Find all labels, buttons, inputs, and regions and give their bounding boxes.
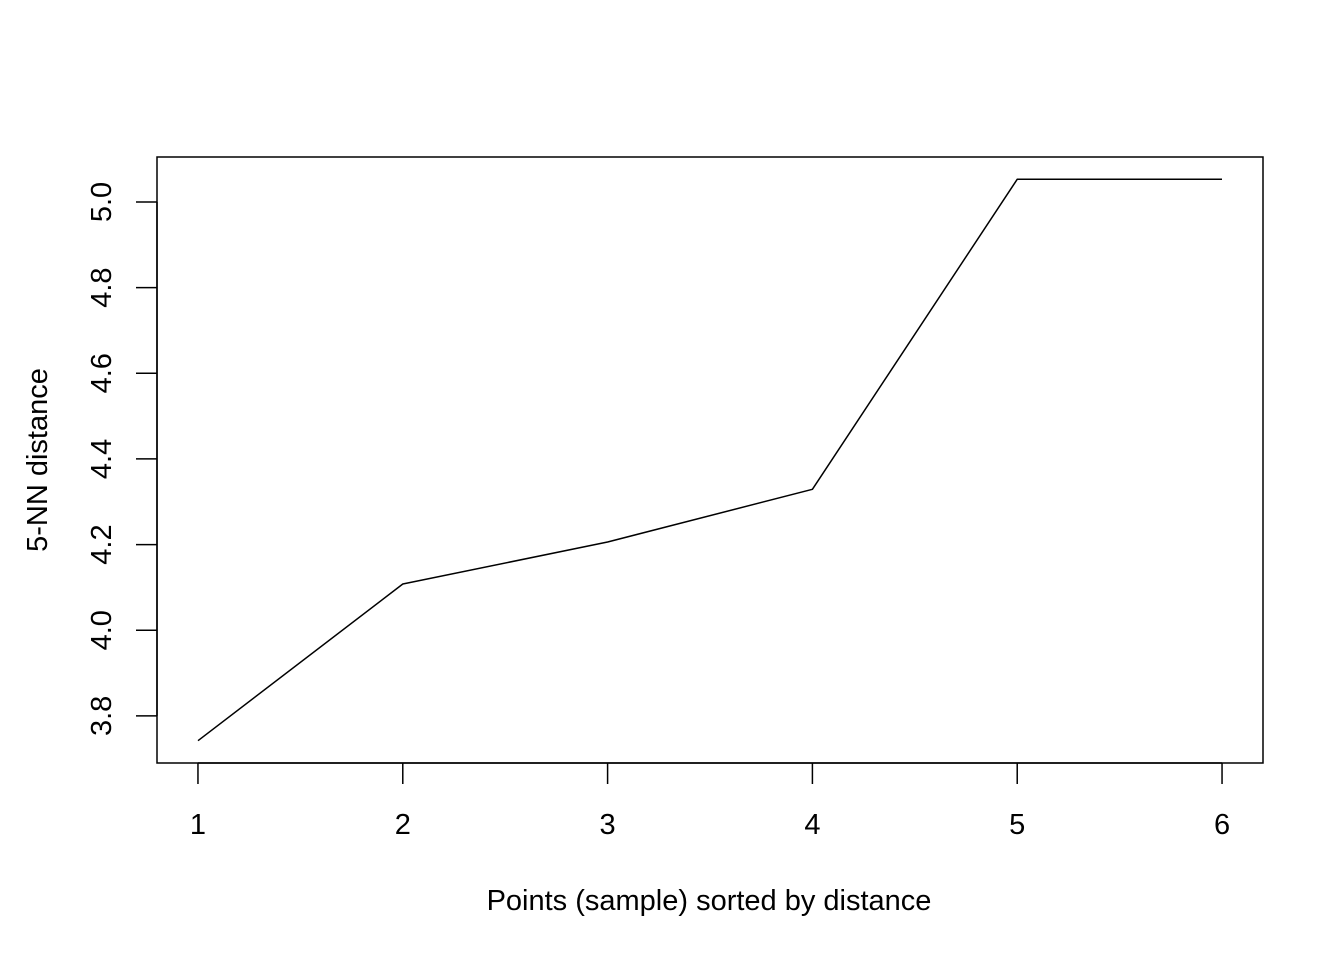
y-tick-label: 4.0 bbox=[86, 610, 118, 650]
y-tick-label: 4.4 bbox=[86, 439, 118, 479]
y-tick-label: 5.0 bbox=[86, 182, 118, 222]
y-tick-label: 4.2 bbox=[86, 524, 118, 564]
y-axis-title: 5-NN distance bbox=[22, 368, 54, 552]
x-tick-label: 3 bbox=[600, 809, 616, 841]
y-tick-label: 4.6 bbox=[86, 353, 118, 393]
data-series-line bbox=[197, 178, 1222, 742]
y-tick-label: 3.8 bbox=[86, 696, 118, 736]
plot-frame bbox=[156, 156, 1264, 764]
x-tick-label: 4 bbox=[804, 809, 820, 841]
x-tick-label: 6 bbox=[1214, 809, 1230, 841]
x-tick-label: 5 bbox=[1009, 809, 1025, 841]
y-axis: 3.8 4.0 4.2 4.4 4.6 4.8 5.0 bbox=[86, 182, 158, 736]
x-axis: 1 2 3 4 5 6 bbox=[190, 762, 1230, 841]
x-tick-label: 1 bbox=[190, 809, 206, 841]
x-axis-title: Points (sample) sorted by distance bbox=[487, 885, 932, 917]
x-tick-label: 2 bbox=[395, 809, 411, 841]
y-tick-label: 4.8 bbox=[86, 267, 118, 307]
